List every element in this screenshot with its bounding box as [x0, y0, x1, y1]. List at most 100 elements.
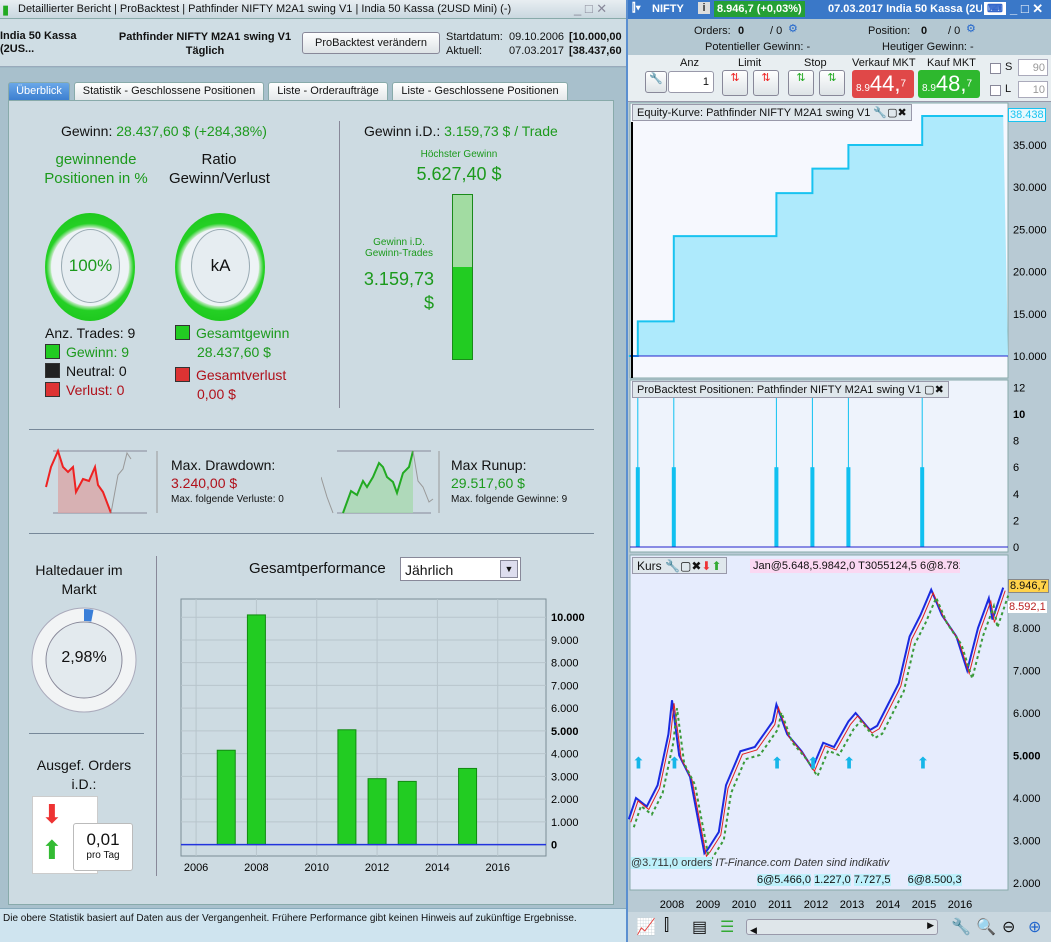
- wrench-icon[interactable]: 🔧: [873, 107, 888, 119]
- x-tick-label: 2010: [732, 899, 756, 911]
- price-frame: [629, 554, 1009, 891]
- wrench-icon[interactable]: 🔧: [951, 919, 971, 936]
- tab-overview[interactable]: Überblick: [8, 82, 70, 100]
- zoom-in-icon[interactable]: ⊕: [1028, 919, 1042, 936]
- keyboard-icon[interactable]: ⌨: [984, 2, 1006, 15]
- sell-arrow-icon[interactable]: ⬇: [701, 559, 712, 573]
- zoom-fit-icon[interactable]: 🔍: [976, 919, 996, 936]
- close-icon[interactable]: ✖: [934, 384, 944, 396]
- candlestick-icon: ⫿▾: [632, 2, 641, 14]
- loss-swatch: [175, 367, 190, 382]
- zoom-out-icon[interactable]: ⊖: [1002, 919, 1016, 936]
- runup-value: 29.517,60 $: [451, 475, 525, 491]
- moving-average: [632, 595, 1010, 864]
- annotation: 6@5.466,0: [757, 874, 811, 886]
- sell-price-big: 44,: [869, 71, 901, 96]
- candlestick-icon: ▮: [2, 2, 10, 17]
- symbol[interactable]: NIFTY: [652, 3, 684, 15]
- tab-orders[interactable]: Liste - Orderaufträge: [268, 82, 388, 100]
- horizontal-scrollbar[interactable]: ◀ ▶: [746, 919, 938, 935]
- modify-backtest-button[interactable]: ProBacktest verändern: [302, 32, 440, 54]
- y-tick-label: 3.000: [1013, 836, 1041, 848]
- limit-sell-button[interactable]: ⇅: [722, 70, 748, 96]
- stop-checkbox[interactable]: [990, 63, 1001, 74]
- bar: [458, 767, 478, 846]
- maximize-icon[interactable]: ▢: [887, 107, 898, 119]
- candles-icon[interactable]: ⫿: [664, 917, 670, 934]
- wrench-icon[interactable]: 🔧: [645, 71, 667, 93]
- annotation: @3.711,0 orders: [631, 857, 713, 869]
- chevron-down-icon[interactable]: ▼: [500, 560, 518, 578]
- maximize-icon[interactable]: ▢: [924, 384, 935, 396]
- buy-price-small: 8.9: [922, 83, 936, 94]
- annotation: 7.727,5: [853, 874, 891, 886]
- tab-closed-positions[interactable]: Liste - Geschlossene Positionen: [392, 82, 568, 100]
- watermark: @3.711,0 orders IT-Finance.com Daten sin…: [631, 857, 889, 869]
- buy-arrow-icon: ⬆: [842, 755, 855, 772]
- win-pct-value: 100%: [61, 229, 120, 303]
- close-icon[interactable]: ✖: [897, 107, 907, 119]
- y-tick-label: 0: [551, 840, 557, 852]
- y-tick-label: 9.000: [551, 635, 579, 647]
- gear-icon[interactable]: ⚙: [788, 23, 798, 35]
- y-tick-label: 15.000: [1013, 309, 1047, 321]
- divider: [29, 533, 594, 534]
- watermark-text: IT-Finance.com Daten sind indikativ: [715, 857, 890, 869]
- indicator-icon[interactable]: ☰: [720, 919, 735, 936]
- total-loss-label: Gesamtverlust: [196, 367, 287, 383]
- orders-per-day-box: 0,01 pro Tag: [73, 823, 133, 871]
- annotation-top: Jan@5.648,5.9842,0 T3055124,5 6@8.781,0: [750, 559, 960, 573]
- bar: [367, 778, 387, 846]
- info-icon[interactable]: i: [698, 2, 710, 14]
- wrench-icon[interactable]: 🔧: [665, 559, 680, 573]
- neutral-swatch: [45, 363, 60, 378]
- gain-swatch: [175, 325, 190, 340]
- y-tick-label: 1.000: [551, 817, 579, 829]
- chart-type-icon[interactable]: 📈: [636, 919, 656, 936]
- s-input[interactable]: 90: [1018, 59, 1048, 76]
- position-count: 0: [921, 25, 928, 37]
- buy-arrow-icon: ⬆: [668, 755, 681, 772]
- window-controls[interactable]: _ □ ✕: [574, 1, 608, 16]
- y-tick-label: 10: [1013, 409, 1025, 421]
- perf-period-select[interactable]: Jährlich ▼: [400, 557, 521, 581]
- equity-line: [628, 114, 1004, 357]
- orders-title: Ausgef. Orders i.D.:: [36, 757, 132, 792]
- bar: [337, 729, 357, 846]
- close-icon[interactable]: ✖: [691, 559, 702, 573]
- orders-value: 0,01: [86, 830, 120, 849]
- orders-unit: pro Tag: [86, 850, 120, 861]
- window-controls[interactable]: _ □ ✕: [1010, 1, 1044, 16]
- report-header: India 50 Kassa (2US... Pathfinder NIFTY …: [0, 19, 626, 67]
- stop-buy-button[interactable]: ⇅: [819, 70, 845, 96]
- price-charts: 10.000 15.000 20.000 25.000 30.000 35.000 0 2 4 6…: [628, 102, 1047, 911]
- limit-checkbox[interactable]: [990, 85, 1001, 96]
- equity-last-label: 38.438: [1008, 108, 1046, 122]
- divider: [156, 556, 157, 876]
- y-tick-label: 6.000: [551, 703, 579, 715]
- arrow-up-icon: ⬆: [41, 835, 63, 865]
- buy-price-big: 48,: [935, 71, 967, 96]
- sell-market-button[interactable]: 8.944,7: [852, 70, 914, 98]
- y-tick-label: 7.000: [1013, 666, 1041, 678]
- right-title-bar: ⫿▾ NIFTY i 8.946,7 (+0,03%) 07.03.2017 I…: [628, 0, 1051, 19]
- window-separator: [626, 0, 628, 942]
- l-label: L: [1005, 83, 1012, 95]
- qty-input[interactable]: 1: [668, 71, 714, 93]
- drawdown-value: 3.240,00 $: [171, 475, 238, 491]
- drawdown-sparkline: [45, 448, 158, 514]
- buy-price-sup: 7: [966, 78, 973, 90]
- maximize-icon[interactable]: ▢: [679, 559, 692, 573]
- stop-sell-button[interactable]: ⇅: [788, 70, 814, 96]
- buy-market-button[interactable]: 8.948,7: [918, 70, 980, 98]
- drawdown-label: Max. Drawdown:: [171, 457, 276, 473]
- perf-title: Gesamtperformance: [249, 560, 386, 577]
- gear-icon[interactable]: ⚙: [966, 23, 976, 35]
- tab-statistics[interactable]: Statistik - Geschlossene Positionen: [74, 82, 264, 100]
- y-tick-label: 10.000: [1013, 351, 1047, 363]
- list-icon[interactable]: ▤: [692, 919, 708, 936]
- limit-buy-button[interactable]: ⇅: [753, 70, 779, 96]
- buy-arrow-icon[interactable]: ⬆: [711, 559, 722, 573]
- x-tick-label: 2006: [184, 862, 208, 874]
- l-input[interactable]: 10: [1018, 81, 1048, 98]
